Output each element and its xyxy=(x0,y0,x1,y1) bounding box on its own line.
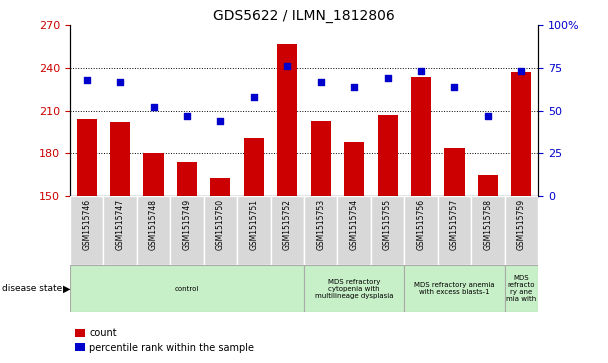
Bar xyxy=(444,148,465,196)
Bar xyxy=(304,196,337,265)
Bar xyxy=(103,196,137,265)
Text: GSM1515750: GSM1515750 xyxy=(216,199,225,250)
Bar xyxy=(337,196,371,265)
Text: control: control xyxy=(174,286,199,291)
Text: GSM1515753: GSM1515753 xyxy=(316,199,325,250)
Text: ▶: ▶ xyxy=(63,284,70,294)
Point xyxy=(282,64,292,69)
Bar xyxy=(471,196,505,265)
Text: GSM1515746: GSM1515746 xyxy=(82,199,91,250)
Bar xyxy=(411,77,431,196)
Bar xyxy=(143,153,164,196)
Bar xyxy=(505,265,538,312)
Text: GSM1515747: GSM1515747 xyxy=(116,199,125,250)
Point xyxy=(81,77,91,83)
Bar xyxy=(77,119,97,196)
Point xyxy=(182,113,192,119)
Point xyxy=(416,69,426,74)
Bar xyxy=(438,196,471,265)
Bar xyxy=(311,121,331,196)
Bar xyxy=(244,138,264,196)
Text: GSM1515755: GSM1515755 xyxy=(383,199,392,250)
Legend: count, percentile rank within the sample: count, percentile rank within the sample xyxy=(75,328,254,353)
Point xyxy=(316,79,326,85)
Bar xyxy=(170,196,204,265)
Bar xyxy=(237,196,271,265)
Text: MDS refractory anemia
with excess blasts-1: MDS refractory anemia with excess blasts… xyxy=(414,282,495,295)
Bar xyxy=(505,196,538,265)
Text: disease state: disease state xyxy=(2,284,62,293)
Point xyxy=(215,118,225,124)
Text: GSM1515749: GSM1515749 xyxy=(182,199,192,250)
Text: MDS
refracto
ry ane
mia with: MDS refracto ry ane mia with xyxy=(506,275,536,302)
Point xyxy=(483,113,493,119)
Title: GDS5622 / ILMN_1812806: GDS5622 / ILMN_1812806 xyxy=(213,9,395,23)
Bar xyxy=(404,196,438,265)
Point xyxy=(249,94,259,100)
Bar xyxy=(110,122,130,196)
Bar xyxy=(304,265,404,312)
Bar xyxy=(70,196,103,265)
Text: GSM1515748: GSM1515748 xyxy=(149,199,158,250)
Text: GSM1515754: GSM1515754 xyxy=(350,199,359,250)
Point xyxy=(449,84,460,90)
Point xyxy=(517,69,527,74)
Point xyxy=(115,79,125,85)
Point xyxy=(148,105,158,110)
Bar xyxy=(70,265,304,312)
Text: GSM1515757: GSM1515757 xyxy=(450,199,459,250)
Point xyxy=(349,84,359,90)
Bar xyxy=(511,72,531,196)
Text: GSM1515756: GSM1515756 xyxy=(416,199,426,250)
Text: GSM1515759: GSM1515759 xyxy=(517,199,526,250)
Text: GSM1515751: GSM1515751 xyxy=(249,199,258,250)
Point xyxy=(383,76,393,81)
Bar xyxy=(271,196,304,265)
Bar xyxy=(371,196,404,265)
Text: GSM1515752: GSM1515752 xyxy=(283,199,292,250)
Bar xyxy=(277,44,297,196)
Bar xyxy=(137,196,170,265)
Bar xyxy=(478,175,498,196)
Text: MDS refractory
cytopenia with
multilineage dysplasia: MDS refractory cytopenia with multilinea… xyxy=(315,278,393,299)
Text: GSM1515758: GSM1515758 xyxy=(483,199,492,250)
Bar xyxy=(204,196,237,265)
Bar xyxy=(177,162,197,196)
Bar xyxy=(404,265,505,312)
Bar xyxy=(344,142,364,196)
Bar xyxy=(210,178,230,196)
Bar xyxy=(378,115,398,196)
